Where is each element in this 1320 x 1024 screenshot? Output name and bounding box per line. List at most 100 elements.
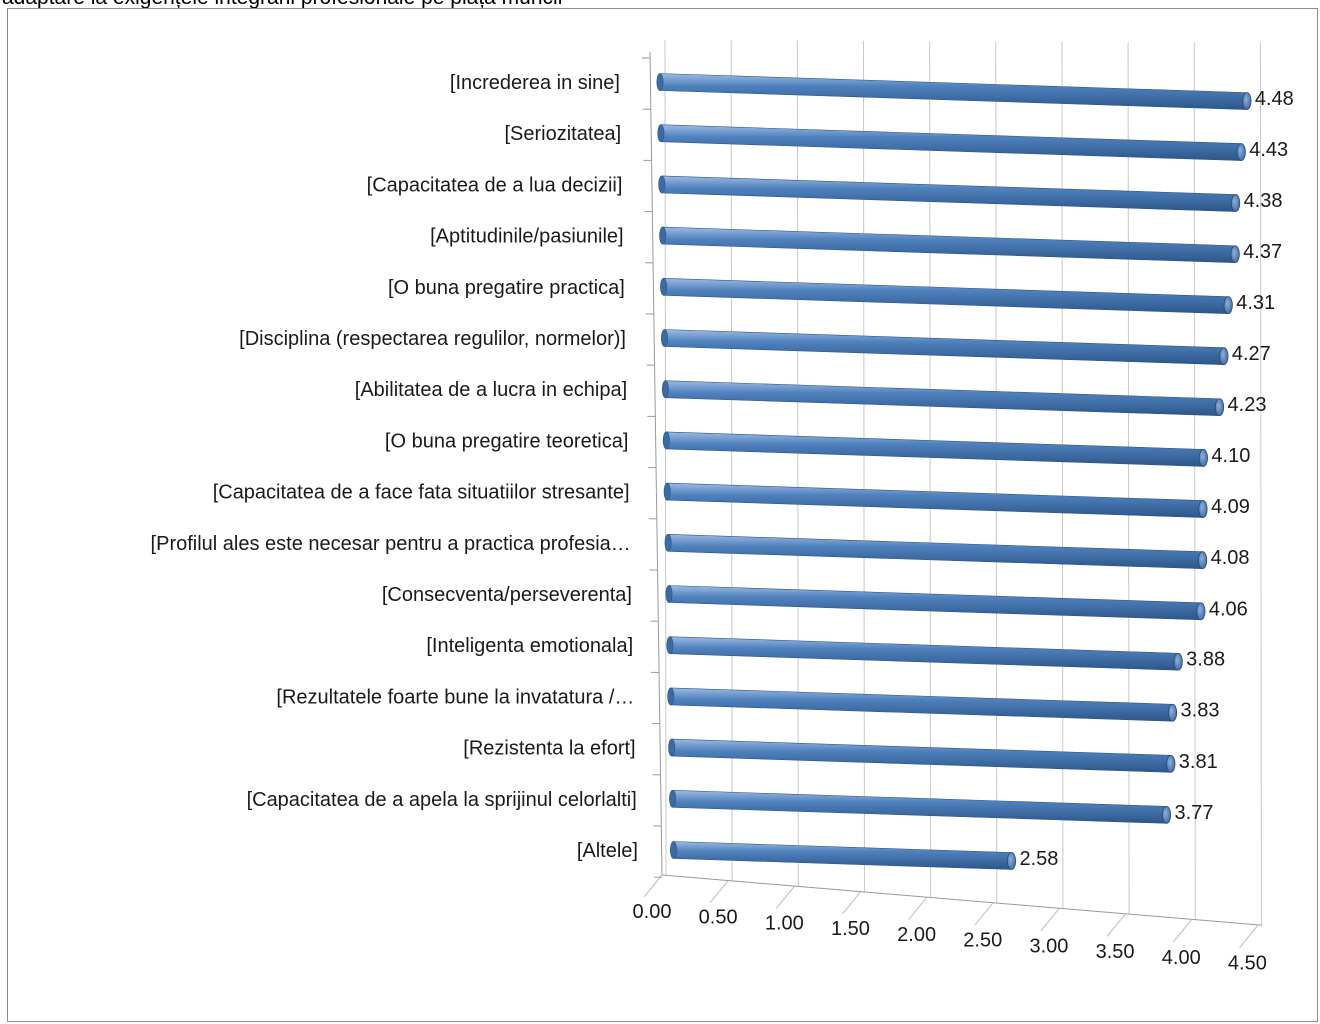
- bar-start-cap: [669, 841, 677, 859]
- bar: [669, 789, 1172, 824]
- bar: [668, 738, 1176, 773]
- value-label: 4.10: [1211, 445, 1250, 467]
- value-label: 4.38: [1244, 190, 1283, 212]
- bar: [656, 73, 1252, 111]
- bar-end-cap: [1230, 194, 1241, 212]
- category-labels: [Increderea in sine] [Seriozitatea] [Capac…: [151, 72, 638, 862]
- floor-grid-line: [842, 891, 861, 915]
- bar: [657, 124, 1246, 161]
- value-label: 2.58: [1019, 848, 1058, 870]
- category-label: [Capacitatea de a face fata situatiilor …: [213, 482, 630, 504]
- floor-grid-line: [775, 885, 795, 909]
- bar: [663, 482, 1208, 518]
- x-tick-label: 1.00: [765, 912, 804, 934]
- bar-end-cap: [1214, 398, 1225, 417]
- floor-grid-line: [1040, 908, 1060, 932]
- bar-start-cap: [665, 585, 673, 603]
- value-labels: 4.48 4.43 4.38 4.37 4.31 4.27 4.23 4.10 4.09 4.08…: [1019, 88, 1293, 870]
- floor-grid-line: [1106, 914, 1126, 937]
- bar-end-cap: [1196, 602, 1206, 621]
- bar-body: [666, 482, 1204, 518]
- grid-line: [1193, 42, 1196, 920]
- bar-start-cap: [667, 687, 675, 706]
- x-tick-label: 3.50: [1096, 941, 1135, 963]
- grid-line: [1259, 42, 1262, 926]
- chart-title: adaptare la exigențele integrării profes…: [2, 0, 562, 10]
- bar: [661, 380, 1225, 417]
- bar-body: [666, 431, 1204, 467]
- chart-area: [7, 8, 1318, 1022]
- bar-start-cap: [669, 789, 677, 808]
- bar-end-cap: [1197, 551, 1208, 570]
- bar: [669, 841, 1017, 870]
- bar-end-cap: [1242, 92, 1252, 111]
- bar-end-cap: [1219, 347, 1229, 366]
- bar: [664, 533, 1208, 570]
- bar-start-cap: [660, 329, 668, 347]
- bar: [667, 687, 1178, 722]
- x-tick-label: 1.50: [831, 918, 870, 940]
- bar-start-cap: [657, 124, 665, 142]
- bars: [656, 73, 1252, 870]
- bar-body: [659, 73, 1248, 110]
- bar-body: [668, 585, 1202, 621]
- y-axis-line: [649, 51, 663, 876]
- floor-grid-line: [908, 897, 928, 920]
- value-label: 4.31: [1236, 292, 1275, 314]
- value-label: 4.23: [1228, 394, 1267, 416]
- bar-end-cap: [1236, 143, 1246, 161]
- value-label: 3.77: [1174, 802, 1213, 824]
- x-tick-label: 2.50: [963, 930, 1002, 952]
- category-label: [Consecventa/perseverenta]: [382, 584, 632, 606]
- floor-grid-line: [643, 874, 663, 898]
- bar: [662, 431, 1209, 467]
- bar-body: [671, 738, 1172, 773]
- bar-body: [667, 533, 1203, 570]
- bar-end-cap: [1223, 296, 1233, 315]
- bar: [665, 585, 1206, 621]
- grid-line: [664, 39, 667, 876]
- bar-start-cap: [662, 431, 670, 450]
- bar-body: [672, 789, 1167, 824]
- grid-line: [862, 40, 865, 892]
- x-tick-label: 0.00: [633, 901, 672, 923]
- bar-start-cap: [666, 636, 674, 655]
- value-label: 4.37: [1243, 241, 1282, 263]
- grid-line: [1061, 41, 1064, 909]
- bar-end-cap: [1198, 500, 1208, 518]
- category-label: [Rezistenta la efort]: [463, 738, 635, 760]
- category-label: [O buna pregatire practica]: [388, 277, 625, 299]
- value-label: 4.43: [1249, 139, 1288, 161]
- bar-body: [662, 226, 1236, 264]
- category-label: [Abilitatea de a lucra in echipa]: [355, 379, 627, 401]
- category-label: [Capacitatea de a apela la sprijinul cel…: [247, 789, 637, 811]
- bar-start-cap: [661, 380, 669, 399]
- bar-body: [669, 636, 1179, 671]
- bar-end-cap: [1198, 448, 1209, 467]
- bar-body: [661, 175, 1236, 212]
- x-tick-label: 4.50: [1228, 953, 1267, 975]
- value-label: 3.88: [1186, 649, 1225, 671]
- category-label: [Profilul ales este necesar pentru a pra…: [151, 533, 631, 555]
- bar: [666, 636, 1183, 671]
- value-label: 4.06: [1209, 598, 1248, 620]
- x-tick-label: 2.00: [897, 924, 936, 946]
- bar-start-cap: [656, 73, 664, 91]
- category-label: [Rezultatele foarte bune la invatatura /…: [276, 686, 634, 708]
- bar-body: [660, 124, 1242, 161]
- bar: [659, 226, 1240, 264]
- category-label: [Increderea in sine]: [450, 72, 620, 94]
- axes: [642, 51, 1263, 926]
- grid-line: [929, 41, 932, 898]
- x-axis-line: [661, 874, 1263, 926]
- bar-start-cap: [659, 226, 667, 245]
- bar-end-cap: [1006, 852, 1017, 870]
- bar: [660, 329, 1229, 366]
- bar-body: [665, 380, 1220, 417]
- bar-start-cap: [664, 533, 672, 552]
- value-label: 4.08: [1211, 547, 1250, 569]
- category-label: [Aptitudinile/pasiunile]: [430, 226, 623, 248]
- value-label: 3.81: [1179, 751, 1218, 773]
- bar: [660, 277, 1233, 315]
